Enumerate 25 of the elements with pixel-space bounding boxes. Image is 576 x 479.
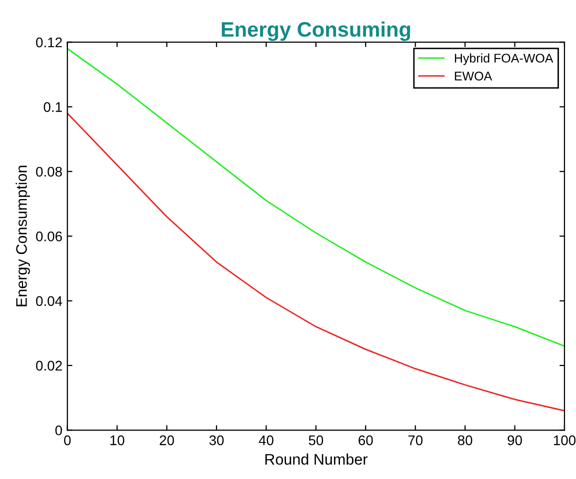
- y-tick-label: 0: [55, 425, 62, 436]
- x-tick-label: 40: [258, 435, 274, 446]
- x-tick-label: 80: [458, 435, 472, 446]
- y-tick-label: 0.02: [36, 360, 62, 371]
- y-axis-title: Energy Consumption: [16, 166, 30, 306]
- legend-label: EWOA: [454, 72, 492, 80]
- line-series: [67, 112, 564, 412]
- y-tick-label: 0.06: [36, 231, 62, 242]
- x-tick-label: 0: [64, 435, 71, 446]
- x-tick-label: 20: [160, 435, 174, 446]
- x-tick-label: 100: [554, 435, 576, 446]
- line-series: [67, 48, 564, 347]
- chart-title: Energy Consuming: [222, 22, 410, 42]
- y-tick-label: 0.04: [36, 296, 62, 306]
- y-tick-label: 0.1: [44, 102, 62, 112]
- x-tick-label: 90: [508, 435, 522, 446]
- y-tick-label: 0.08: [36, 166, 62, 177]
- y-tick-label: 0.12: [36, 37, 62, 48]
- x-axis-title: Round Number: [265, 454, 368, 465]
- x-tick-label: 50: [308, 435, 324, 446]
- legend-label: Hybrid FOA-WOA: [454, 53, 554, 66]
- x-tick-label: 60: [358, 435, 373, 446]
- x-tick-label: 10: [110, 435, 124, 446]
- x-tick-label: 30: [209, 435, 224, 446]
- x-tick-label: 70: [408, 435, 423, 446]
